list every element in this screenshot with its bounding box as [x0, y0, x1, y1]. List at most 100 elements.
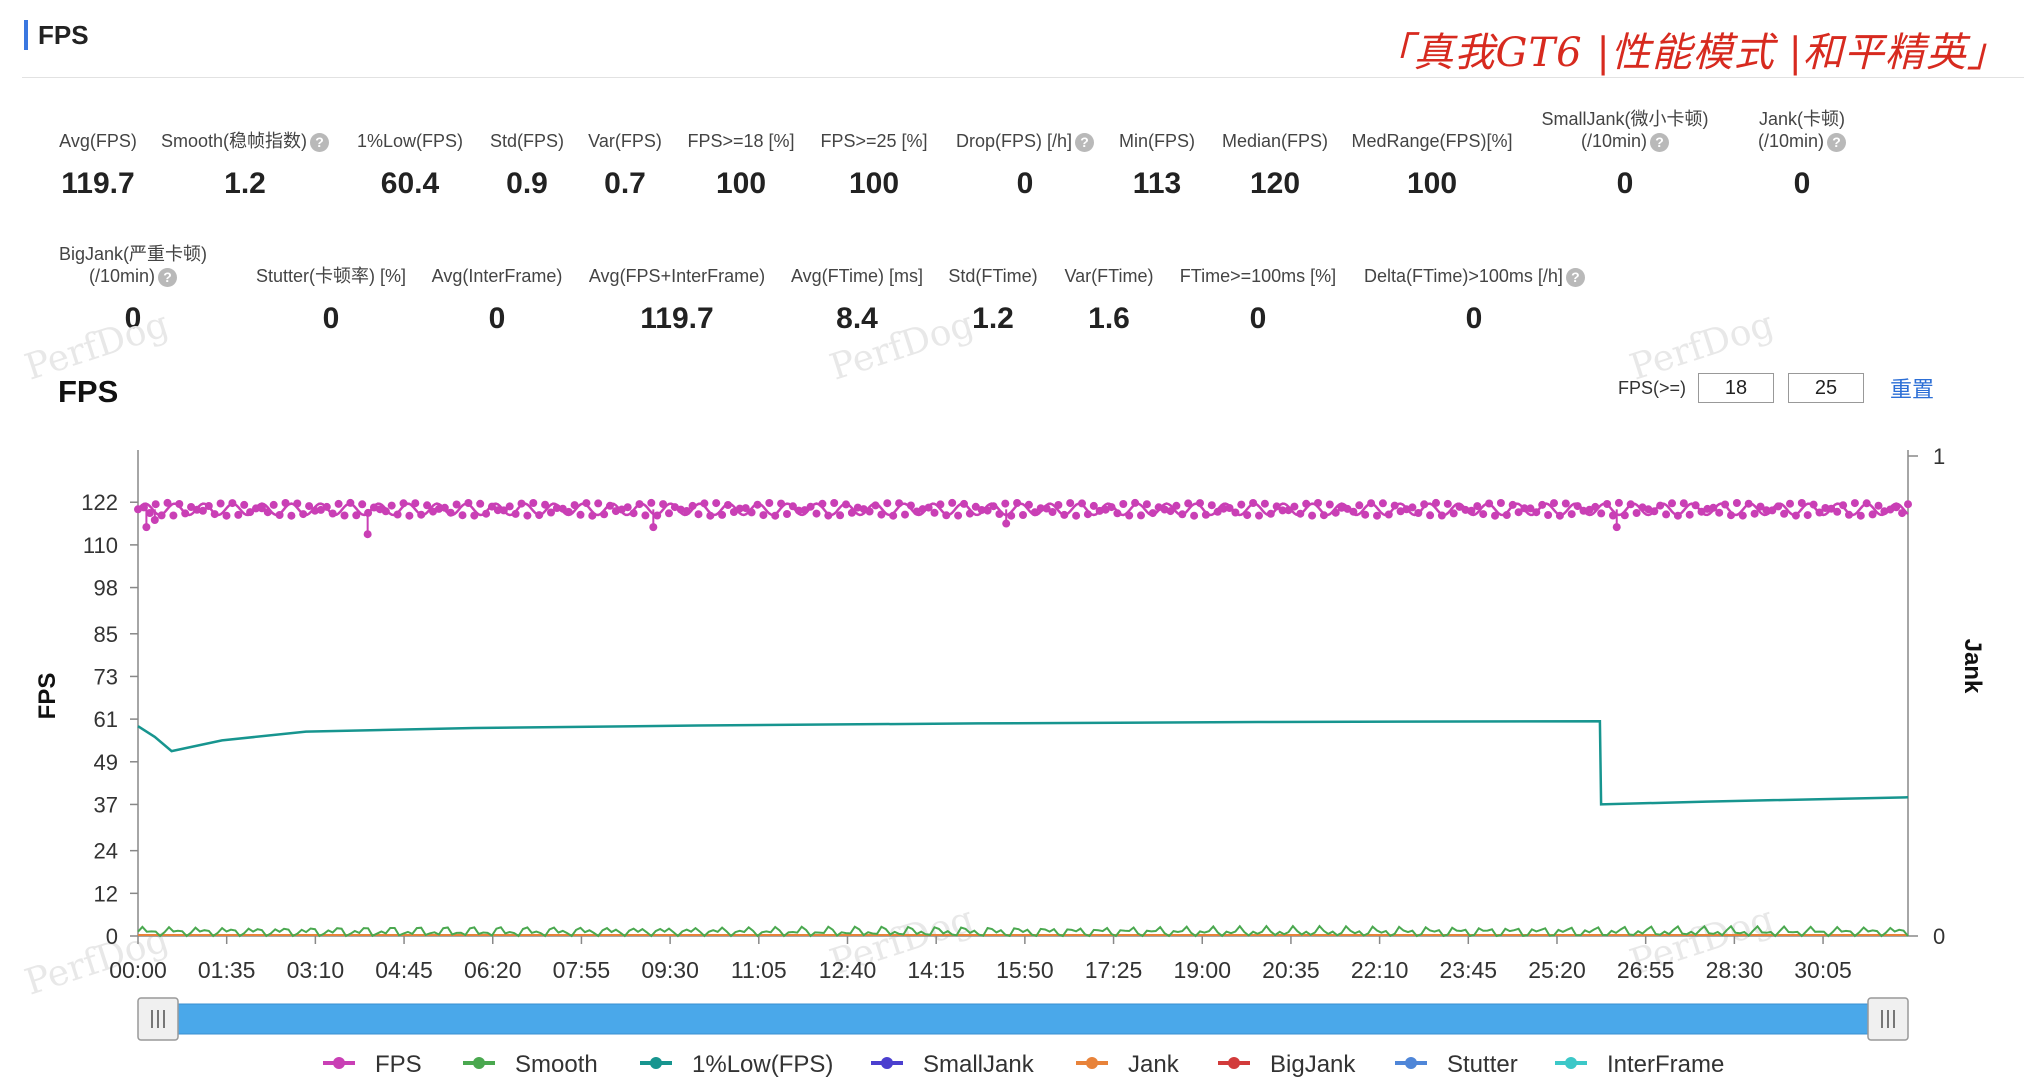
fps-point [228, 499, 237, 508]
fps-point [1656, 501, 1665, 510]
fps-point [1367, 499, 1376, 508]
low-fps-series-line [137, 719, 1909, 806]
legend-label: Jank [1128, 1051, 1180, 1078]
legend-label: InterFrame [1607, 1051, 1724, 1078]
legend-label: BigJank [1270, 1051, 1356, 1078]
fps-point [417, 510, 426, 519]
fps-point [659, 500, 668, 509]
fps-point [1727, 511, 1735, 520]
stat-label: 1%Low(FPS) [356, 131, 464, 151]
fps-point [440, 503, 449, 512]
x-tick-label: 23:45 [1440, 957, 1498, 983]
stat-cell: Jank(卡顿) (/10min)? 0 [1692, 108, 1912, 202]
fps-dip-point [1002, 519, 1011, 528]
fps-point [1042, 504, 1051, 513]
fps-point [1266, 509, 1275, 518]
fps-point [1904, 500, 1912, 509]
fps-point [995, 510, 1004, 518]
fps-point [824, 511, 833, 520]
x-tick-label: 20:35 [1262, 957, 1320, 983]
help-icon[interactable]: ? [1565, 267, 1585, 287]
time-range-slider[interactable] [137, 1003, 1909, 1035]
fps-point [735, 504, 744, 513]
fps-point [954, 511, 963, 520]
fps-point [305, 502, 314, 511]
y-tick-label: 0 [106, 924, 118, 949]
fps-point [1072, 511, 1081, 520]
stat-value: 1.2 [224, 167, 266, 200]
stat-cell: Avg(FTime) [ms] 8.4 [747, 265, 967, 337]
legend-label: 1%Low(FPS) [692, 1051, 833, 1078]
fps-point [1479, 510, 1488, 519]
fps-point [1850, 499, 1859, 508]
fps-point [1780, 509, 1789, 518]
help-icon[interactable]: ? [158, 267, 177, 287]
y-tick-label: 61 [94, 707, 118, 732]
y2-tick-label: 1 [1933, 444, 1945, 469]
help-icon[interactable]: ? [310, 132, 330, 152]
fps-point [275, 511, 284, 519]
fps-point [889, 511, 898, 520]
fps-point [535, 511, 544, 520]
stat-label: Avg(FPS+InterFrame) [588, 266, 766, 286]
help-icon[interactable]: ? [1650, 132, 1669, 152]
help-icon[interactable]: ? [1075, 132, 1095, 152]
fps-point [1762, 506, 1771, 515]
fps-point [1821, 504, 1830, 512]
fps-point [977, 506, 986, 514]
fps-point [753, 500, 762, 509]
stat-cell: BigJank(严重卡顿) (/10min)? 0 [23, 243, 243, 337]
y-tick-label: 37 [94, 792, 118, 817]
fps-point [1614, 498, 1623, 507]
fps-point [877, 510, 886, 519]
fps-point [1314, 499, 1322, 507]
fps-point [464, 499, 473, 507]
fps-point [1019, 511, 1027, 519]
stat-value: 0.9 [506, 167, 548, 200]
fps-point [665, 509, 673, 518]
stat-value: 119.7 [61, 167, 135, 200]
stat-cell: Drop(FPS) [/h]? 0 [915, 130, 1135, 202]
fps-point [712, 499, 721, 508]
fps-point [1255, 511, 1263, 520]
fps-point [1166, 507, 1175, 516]
fps-point [1632, 509, 1641, 517]
fps-point [1496, 499, 1505, 507]
fps-threshold-input-2[interactable] [1787, 373, 1864, 403]
fps-point [263, 508, 272, 517]
fps-dip-point [150, 516, 159, 524]
y-tick-label: 110 [83, 533, 118, 558]
legend-swatch-marker [333, 1057, 345, 1069]
fps-threshold-input-1[interactable] [1697, 373, 1774, 403]
stat-label: BigJank(严重卡顿) [58, 244, 208, 264]
reset-link[interactable]: 重置 [1889, 377, 1934, 402]
stat-label: SmallJank(微小卡顿) [1541, 109, 1709, 129]
legend-swatch-marker [1565, 1057, 1577, 1069]
stat-value: 113 [1132, 167, 1182, 200]
fps-point [576, 510, 585, 519]
fps-point [777, 499, 786, 508]
y-axis-label: FPS [34, 673, 61, 720]
stat-cell: Median(FPS) 120 [1165, 130, 1385, 202]
fps-point [1125, 511, 1134, 520]
help-icon[interactable]: ? [1827, 132, 1846, 152]
stat-value: 0 [1793, 167, 1811, 200]
fps-point [647, 498, 656, 507]
fps-point [1620, 511, 1629, 520]
fps-point [1827, 504, 1836, 513]
fps-point [523, 511, 532, 520]
fps-point [1414, 509, 1423, 517]
stat-value: 0 [488, 302, 506, 335]
fps-point [1178, 510, 1187, 519]
fps-point [842, 500, 850, 509]
fps-point [1432, 498, 1440, 507]
fps-point [564, 507, 573, 516]
fps-point [1862, 499, 1871, 508]
fps-point [334, 499, 343, 508]
fps-point [906, 501, 915, 510]
fps-point [1089, 501, 1098, 510]
fps-point [1272, 502, 1281, 511]
stat-value: 0 [1465, 302, 1483, 335]
fps-point [1001, 499, 1010, 508]
stat-cell: Std(FPS) 0.9 [417, 130, 637, 202]
